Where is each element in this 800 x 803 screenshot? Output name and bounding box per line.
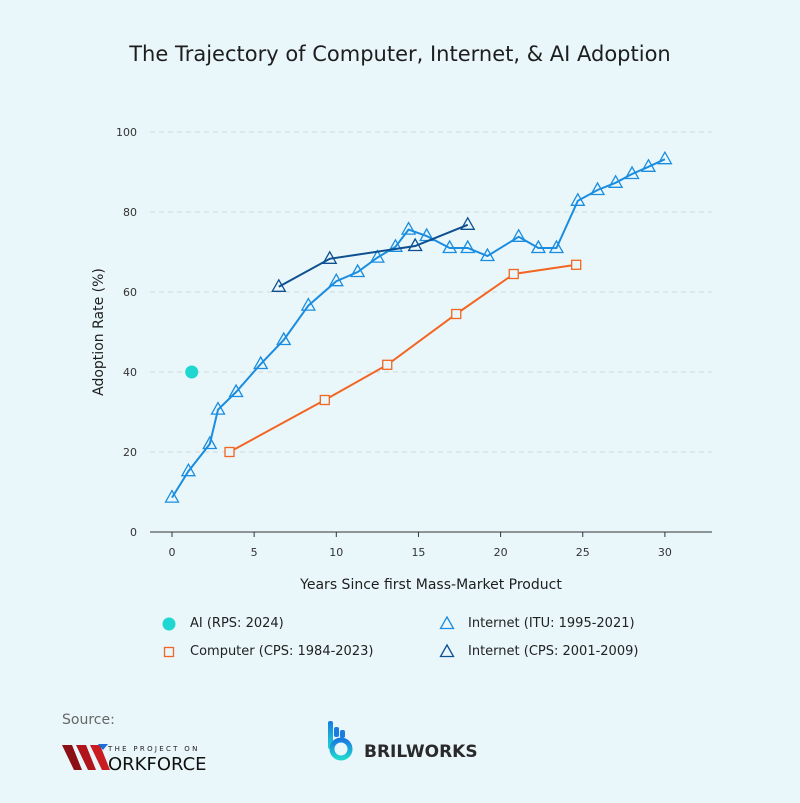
internet-point	[253, 355, 269, 370]
computer-point	[382, 359, 393, 370]
internet-point	[460, 239, 476, 254]
x-tick-label: 25	[576, 546, 590, 559]
internet-point	[180, 462, 197, 477]
internet-point	[479, 247, 496, 262]
computer-point	[163, 646, 175, 658]
internet-point	[570, 192, 586, 206]
x-tick-label: 15	[411, 546, 425, 559]
legend-marker-icon	[439, 643, 455, 658]
internet-point	[276, 331, 292, 346]
legend-item: Internet (CPS: 2001-2009)	[438, 642, 638, 660]
internet-point	[460, 216, 476, 230]
x-tick-label: 10	[329, 546, 343, 559]
internet-point	[164, 489, 180, 503]
svg-text:THE PROJECT ON: THE PROJECT ON	[107, 745, 200, 753]
source-label: Source:	[62, 712, 115, 728]
internet-point	[407, 237, 423, 252]
internet-point	[400, 221, 417, 235]
ai-point	[162, 617, 176, 631]
svg-text:ORKFORCE: ORKFORCE	[108, 754, 207, 772]
x-tick-label: 0	[169, 546, 176, 559]
legend-item: Computer (CPS: 1984-2023)	[160, 642, 373, 660]
internet-point	[640, 158, 657, 172]
internet-point	[657, 150, 673, 165]
series-3	[271, 216, 476, 292]
chart-svg: 0 20 40 60 80 100 0 5 10 15 20 25 30 Years Since firs…	[91, 126, 712, 593]
series-1	[164, 150, 673, 503]
y-tick-label: 0	[130, 526, 137, 539]
legend-marker-icon	[163, 646, 175, 658]
x-tick-label: 20	[494, 546, 508, 559]
legend-item: AI (RPS: 2024)	[160, 614, 284, 632]
computer-point	[508, 268, 519, 280]
project-on-workforce-logo: THE PROJECT ON ORKFORCE	[62, 742, 222, 772]
y-tick-label: 60	[123, 286, 137, 299]
internet-point	[322, 250, 338, 264]
internet-point	[387, 238, 404, 252]
computer-point	[571, 259, 582, 270]
legend-label: AI (RPS: 2024)	[190, 615, 284, 631]
y-axis-label: Adoption Rate (%)	[91, 268, 107, 396]
computer-point	[451, 308, 462, 320]
internet-point	[300, 297, 316, 311]
internet-point	[439, 615, 455, 630]
series-line	[229, 263, 577, 453]
internet-point	[328, 272, 344, 287]
x-tick-label: 30	[658, 546, 672, 559]
y-tick-label: 40	[123, 366, 137, 379]
series-line	[278, 223, 469, 288]
y-tick-label: 100	[116, 126, 137, 139]
internet-point	[202, 435, 218, 450]
internet-point	[589, 181, 606, 196]
computer-point	[319, 394, 330, 406]
internet-point	[228, 383, 244, 398]
brilworks-logo: BRILWORKS	[328, 720, 478, 764]
y-tick-label: 80	[123, 206, 137, 219]
x-axis-label: Years Since first Mass-Market Product	[299, 577, 562, 593]
legend-label: Internet (CPS: 2001-2009)	[468, 643, 639, 659]
internet-point	[350, 263, 366, 278]
y-tick-label: 20	[123, 446, 137, 459]
internet-point	[439, 643, 455, 658]
legend-label: Internet (ITU: 1995-2021)	[468, 615, 635, 631]
legend-marker-icon	[162, 617, 176, 631]
internet-point	[607, 174, 624, 188]
series-line	[171, 158, 666, 499]
ai-point	[185, 365, 199, 379]
internet-point	[271, 278, 287, 292]
computer-point	[224, 446, 235, 458]
x-tick-label: 5	[251, 546, 258, 559]
internet-point	[624, 165, 640, 180]
legend-item: Internet (ITU: 1995-2021)	[438, 614, 635, 632]
internet-point	[548, 239, 565, 254]
internet-point	[442, 239, 458, 254]
series-0	[185, 365, 199, 379]
internet-point	[511, 228, 527, 242]
series-2	[224, 259, 582, 458]
chart-title: The Trajectory of Computer, Internet, & …	[129, 42, 671, 66]
svg-text:BRILWORKS: BRILWORKS	[364, 742, 478, 762]
internet-point	[210, 401, 226, 415]
internet-point	[369, 249, 385, 263]
legend-label: Computer (CPS: 1984-2023)	[190, 643, 374, 659]
legend-marker-icon	[439, 615, 455, 630]
internet-point	[530, 239, 547, 254]
